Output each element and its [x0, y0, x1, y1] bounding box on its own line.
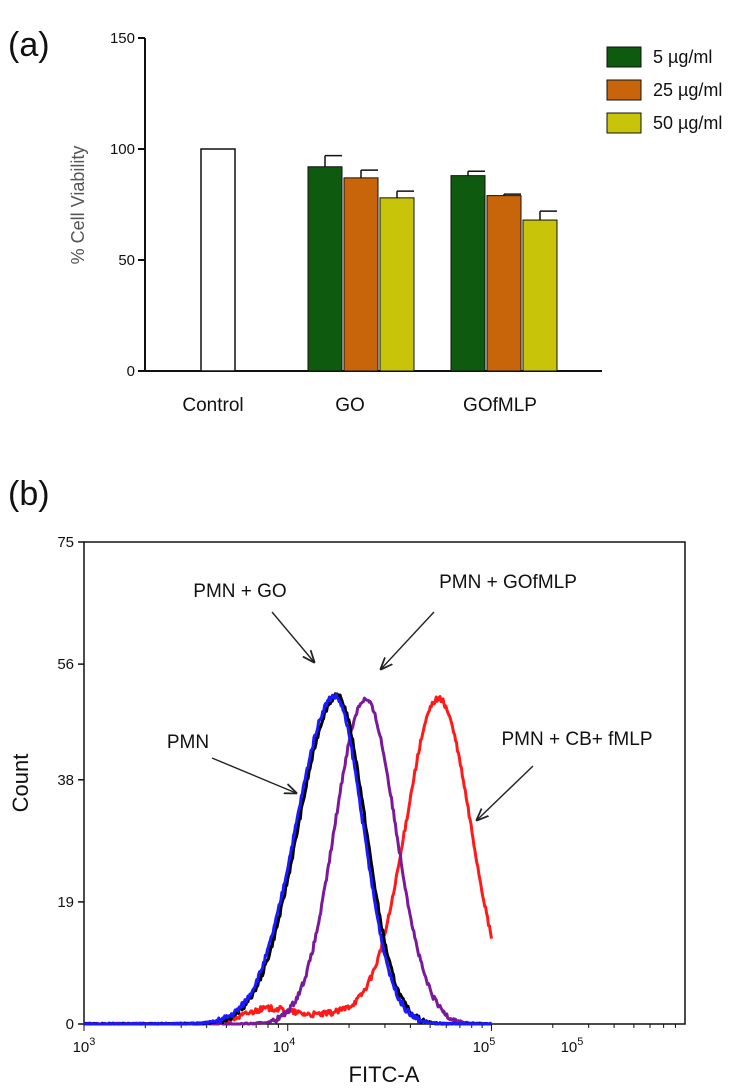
- b-x-tick-label: 103: [73, 1036, 96, 1056]
- curve-pmn: [83, 692, 492, 1026]
- tick-base: 10: [73, 1039, 90, 1056]
- annotation-label: PMN + CB+ fMLP: [502, 729, 653, 750]
- b-x-tick-label: 104: [273, 1036, 296, 1056]
- bar-control: [200, 148, 236, 372]
- annotation-label: PMN + GOfMLP: [439, 572, 577, 593]
- legend-swatch: [606, 112, 642, 134]
- a-y-tick-label: 0: [127, 363, 135, 380]
- b-y-tick-label: 19: [57, 894, 74, 911]
- legend-entry: 50 µg/ml: [653, 113, 722, 133]
- b-y-tick-label: 75: [57, 534, 74, 551]
- tick-exponent: 3: [89, 1036, 95, 1048]
- a-y-tick-label: 150: [110, 30, 135, 47]
- b-x-tick-label: 105: [561, 1036, 584, 1056]
- panel-a-bars: [200, 148, 558, 372]
- bar-gofmlp-series-2: [522, 219, 558, 372]
- bar-gofmlp-series-0: [450, 175, 486, 372]
- a-y-tick-label: 50: [118, 252, 135, 269]
- legend-swatch: [606, 79, 642, 101]
- panel-b-x-axis-title: FITC-A: [349, 1062, 420, 1087]
- bar-go-series-0: [307, 166, 343, 372]
- category-label: GOfMLP: [463, 395, 537, 416]
- b-x-tick-label: 105: [473, 1036, 496, 1056]
- panel-b-y-axis-title: Count: [8, 754, 33, 813]
- bar-go-series-1: [343, 177, 379, 372]
- tick-base: 10: [273, 1039, 290, 1056]
- tick-base: 10: [473, 1039, 490, 1056]
- legend-entry: 5 µg/ml: [653, 47, 712, 67]
- annotation-arrow: [381, 611, 435, 669]
- b-y-tick-label: 38: [57, 772, 74, 789]
- annotation-label: PMN + GO: [193, 581, 286, 602]
- panel-a-bar-chart: (a) % Cell Viability 0 50 100 150 Control GO…: [8, 26, 722, 416]
- panel-a-label: (a): [8, 26, 50, 64]
- annotation-arrow: [271, 611, 314, 662]
- tick-exponent: 5: [489, 1036, 495, 1048]
- legend-swatch: [606, 46, 642, 68]
- annotation-arrow: [477, 765, 534, 820]
- annotation-label: PMN: [167, 732, 209, 753]
- tick-exponent: 5: [577, 1036, 583, 1048]
- panel-b-label: (b): [8, 475, 50, 513]
- category-label: Control: [182, 395, 243, 416]
- panel-a-legend: 5 µg/ml 25 µg/ml 50 µg/ml: [606, 46, 722, 134]
- bar-gofmlp-series-1: [486, 195, 522, 372]
- a-y-tick-label: 100: [110, 141, 135, 158]
- panel-a-category-labels: Control GO GOfMLP: [182, 395, 537, 416]
- tick-base: 10: [561, 1039, 578, 1056]
- bar-go-series-2: [379, 197, 415, 372]
- panel-b-annotations: PMN + GO PMN + GOfMLP PMN PMN + CB+ fMLP: [167, 572, 653, 820]
- b-y-tick-label: 56: [57, 656, 74, 673]
- curve-pmn-go: [83, 692, 492, 1026]
- panel-a-y-axis-title: % Cell Viability: [68, 146, 88, 265]
- tick-exponent: 4: [289, 1036, 295, 1048]
- panel-b-curves: [83, 692, 493, 1026]
- b-y-tick-label: 0: [66, 1016, 74, 1033]
- category-label: GO: [335, 395, 365, 416]
- legend-entry: 25 µg/ml: [653, 80, 722, 100]
- annotation-arrow: [211, 757, 296, 793]
